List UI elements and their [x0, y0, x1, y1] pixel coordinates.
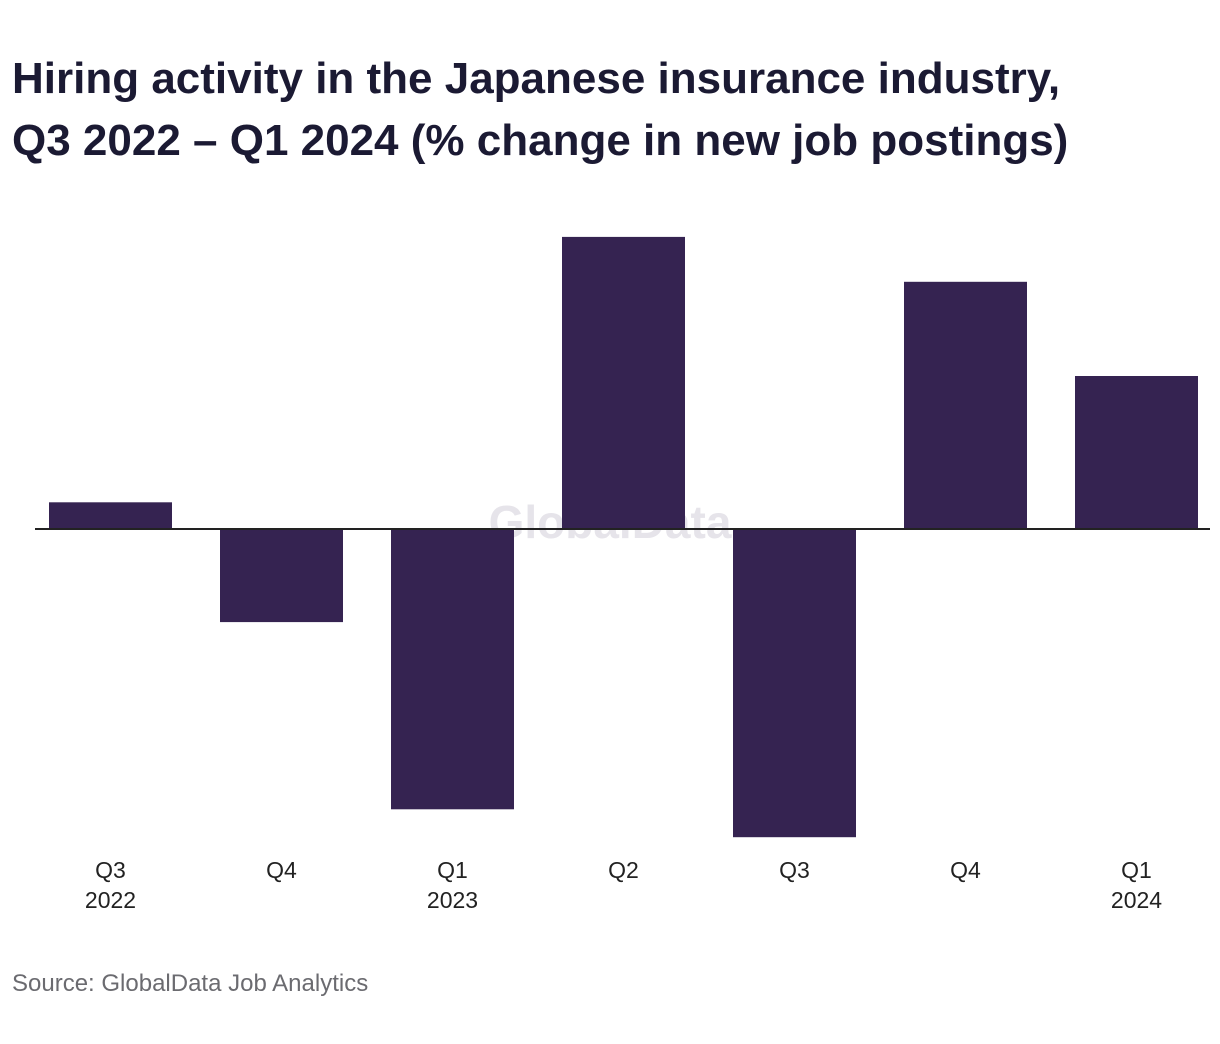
x-tick-label-5-0: Q4 — [950, 857, 981, 883]
bar-0 — [49, 502, 172, 530]
x-tick-label-4-0: Q3 — [779, 857, 810, 883]
bar-6 — [1075, 376, 1198, 529]
bar-5 — [904, 281, 1027, 529]
x-tick-label-2-1: 2023 — [427, 887, 478, 913]
x-tick-label-6-1: 2024 — [1111, 887, 1162, 913]
chart-title-line2: Q3 2022 – Q1 2024 (% change in new job p… — [12, 116, 1069, 165]
bar-4 — [733, 529, 856, 838]
bar-3 — [562, 236, 685, 529]
x-tick-label-2-0: Q1 — [437, 857, 468, 883]
x-axis-ticks: Q3 2022 Q4 Q1 2023 Q2 Q3 Q4 Q1 2024 — [85, 857, 1162, 913]
bar-2 — [391, 529, 514, 810]
x-tick-label-0-1: 2022 — [85, 887, 136, 913]
chart-title: Hiring activity in the Japanese insuranc… — [12, 48, 1202, 172]
bars-group — [49, 236, 1198, 838]
x-tick-label-3-0: Q2 — [608, 857, 639, 883]
source-note: Source: GlobalData Job Analytics — [12, 970, 369, 997]
x-tick-label-6-0: Q1 — [1121, 857, 1152, 883]
chart-title-line1: Hiring activity in the Japanese insuranc… — [12, 54, 1061, 103]
x-tick-label-1-0: Q4 — [266, 857, 297, 883]
bar-1 — [220, 529, 343, 623]
x-tick-label-0-0: Q3 — [95, 857, 126, 883]
